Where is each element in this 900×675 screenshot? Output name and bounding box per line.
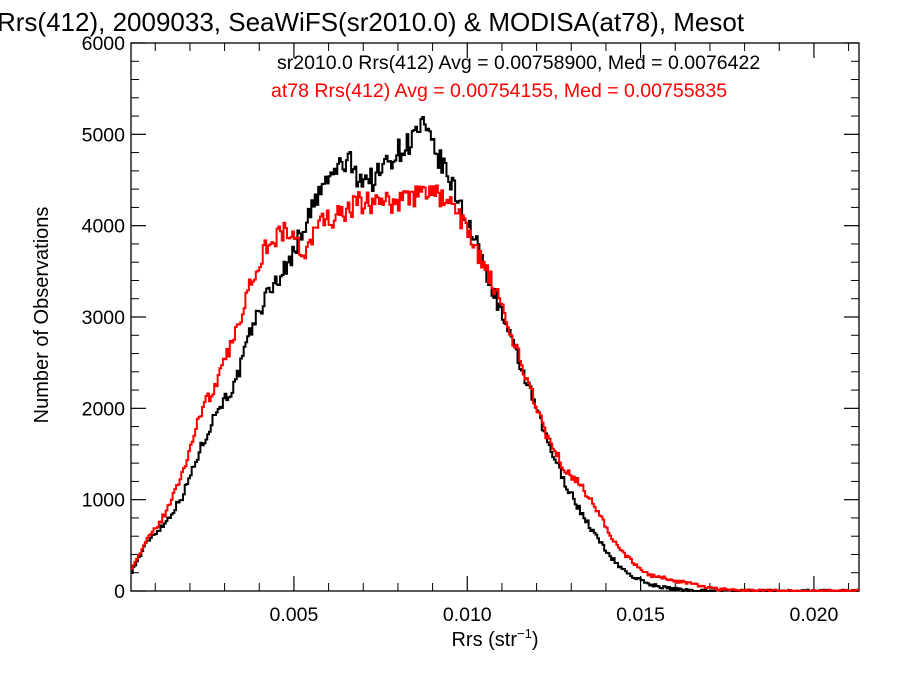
x-axis-label-superscript: −1 — [517, 626, 532, 641]
y-tick-labels: 0 1000 2000 3000 4000 5000 6000 — [82, 33, 126, 603]
series-lines — [131, 115, 859, 592]
plot-area-frame — [130, 42, 860, 592]
y-axis-label: Number of Observations — [31, 207, 53, 424]
histogram-series-0 — [131, 115, 859, 592]
x-tick-label: 0.015 — [616, 604, 665, 626]
x-tick-label: 0.010 — [443, 604, 492, 626]
histogram-series-1 — [131, 184, 859, 592]
chart-title: Rrs(412), 2009033, SeaWiFS(sr2010.0) & M… — [0, 7, 745, 37]
y-tick-label: 5000 — [82, 124, 126, 146]
y-tick-label: 6000 — [82, 33, 126, 55]
x-axis-label: Rrs (str−1) — [451, 626, 538, 651]
y-tick-label: 0 — [114, 581, 125, 603]
x-axis-label-close: ) — [532, 629, 539, 651]
x-axis-label-text: Rrs (str — [451, 629, 517, 651]
y-tick-label: 1000 — [82, 490, 126, 512]
y-tick-label: 4000 — [82, 216, 126, 238]
annotation-sr2010: sr2010.0 Rrs(412) Avg = 0.00758900, Med … — [277, 52, 760, 74]
axis-ticks — [131, 42, 859, 592]
y-tick-label: 2000 — [82, 398, 126, 420]
y-tick-label: 3000 — [82, 307, 126, 329]
annotation-at78: at78 Rrs(412) Avg = 0.00754155, Med = 0.… — [271, 80, 727, 102]
x-tick-labels: 0.005 0.010 0.015 0.020 — [270, 604, 839, 626]
x-tick-label: 0.005 — [270, 604, 319, 626]
x-tick-label: 0.020 — [790, 604, 839, 626]
